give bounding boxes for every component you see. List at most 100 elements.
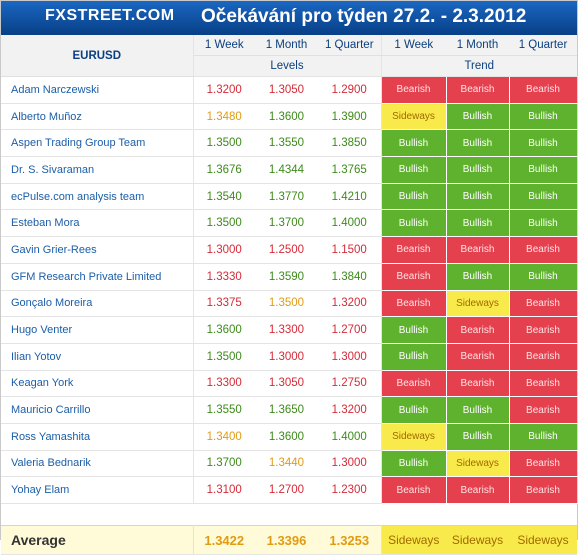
level-quarter: 1.2900: [318, 76, 382, 104]
level-week: 1.3550: [193, 396, 255, 424]
analyst-name[interactable]: Ross Yamashita: [1, 423, 194, 451]
analyst-name[interactable]: Mauricio Carrillo: [1, 396, 194, 424]
analyst-name[interactable]: Alberto Muñoz: [1, 103, 194, 131]
header-bar: FXSTREET.COM Očekávání pro týden 27.2. -…: [1, 1, 577, 35]
analyst-name[interactable]: Valeria Bednarik: [1, 450, 194, 478]
table-row: Ross Yamashita 1.3400 1.3600 1.4000 Sideways…: [1, 423, 578, 451]
analyst-name[interactable]: Aspen Trading Group Team: [1, 129, 194, 158]
col-trend-month: 1 Month: [446, 35, 509, 56]
trend-week: Sideways: [381, 103, 447, 131]
currency-pair-label: EURUSD: [1, 35, 194, 77]
level-week: 1.3000: [193, 236, 255, 264]
analyst-name[interactable]: GFM Research Private Limited: [1, 263, 194, 291]
trend-week: Bullish: [381, 156, 447, 184]
level-month: 1.2700: [255, 476, 318, 504]
level-week: 1.3300: [193, 370, 255, 398]
level-quarter: 1.2750: [318, 370, 382, 398]
level-month: 1.3300: [255, 316, 318, 344]
analyst-name[interactable]: Gonçalo Moreira: [1, 290, 194, 318]
analyst-name[interactable]: ecPulse.com analysis team: [1, 183, 194, 211]
analyst-name[interactable]: Keagan York: [1, 370, 194, 398]
level-quarter: 1.3900: [318, 103, 382, 131]
average-level-quarter: 1.3253: [318, 525, 382, 555]
level-quarter: 1.2300: [318, 476, 382, 504]
trend-quarter: Bullish: [509, 263, 578, 291]
trend-quarter: Bearish: [509, 290, 578, 318]
logo-text: FXSTREET.COM: [45, 7, 175, 24]
trend-quarter: Bullish: [509, 209, 578, 238]
table-row: Dr. S. Sivaraman 1.3676 1.4344 1.3765 Bullis…: [1, 156, 578, 184]
trend-quarter: Bearish: [509, 343, 578, 371]
trend-month: Bullish: [446, 396, 510, 424]
header-row-groups: Levels Trend: [1, 55, 577, 77]
level-month: 1.3050: [255, 76, 318, 104]
level-week: 1.3600: [193, 316, 255, 344]
trend-month: Bullish: [446, 423, 510, 451]
table-row: GFM Research Private Limited 1.3330 1.3590…: [1, 263, 578, 291]
trend-quarter: Bearish: [509, 236, 578, 264]
trend-week: Bearish: [381, 76, 447, 104]
level-quarter: 1.3200: [318, 396, 382, 424]
level-quarter: 1.3000: [318, 343, 382, 371]
trend-week: Bearish: [381, 263, 447, 291]
table-row: Hugo Venter 1.3600 1.3300 1.2700 Bullish Bear…: [1, 316, 578, 344]
trend-quarter: Bullish: [509, 103, 578, 131]
average-level-week: 1.3422: [193, 525, 255, 555]
analyst-name[interactable]: Esteban Mora: [1, 209, 194, 238]
header-row-periods: EURUSD 1 Week 1 Month 1 Quarter 1 Week 1…: [1, 35, 577, 77]
trend-month: Bearish: [446, 76, 510, 104]
analyst-name[interactable]: Ilian Yotov: [1, 343, 194, 371]
trend-week: Bullish: [381, 183, 447, 211]
fxstreet-logo: FXSTREET.COM: [45, 7, 175, 25]
level-quarter: 1.3000: [318, 450, 382, 478]
average-label: Average: [1, 525, 194, 555]
level-week: 1.3400: [193, 423, 255, 451]
trend-quarter: Bearish: [509, 370, 578, 398]
level-month: 1.3050: [255, 370, 318, 398]
level-quarter: 1.4210: [318, 183, 382, 211]
level-month: 1.3770: [255, 183, 318, 211]
level-quarter: 1.3840: [318, 263, 382, 291]
level-quarter: 1.4000: [318, 209, 382, 238]
average-level-month: 1.3396: [255, 525, 318, 555]
trend-month: Bullish: [446, 103, 510, 131]
trend-month: Bullish: [446, 263, 510, 291]
level-month: 1.3600: [255, 103, 318, 131]
levels-group-header: Levels: [193, 55, 382, 77]
level-quarter: 1.3850: [318, 129, 382, 158]
analyst-name[interactable]: Dr. S. Sivaraman: [1, 156, 194, 184]
trend-week: Bullish: [381, 396, 447, 424]
trend-week: Bearish: [381, 236, 447, 264]
table-row: Mauricio Carrillo 1.3550 1.3650 1.3200 Bulli…: [1, 396, 578, 424]
trend-quarter: Bullish: [509, 423, 578, 451]
trend-quarter: Bearish: [509, 76, 578, 104]
level-month: 1.4344: [255, 156, 318, 184]
trend-month: Bearish: [446, 476, 510, 504]
trend-week: Sideways: [381, 423, 447, 451]
spacer-cell: [1, 503, 577, 526]
level-month: 1.3590: [255, 263, 318, 291]
col-levels-week: 1 Week: [193, 35, 255, 56]
trend-quarter: Bullish: [509, 156, 578, 184]
analyst-name[interactable]: Yohay Elam: [1, 476, 194, 504]
trend-quarter: Bearish: [509, 450, 578, 478]
average-trend-month: Sideways: [446, 525, 509, 555]
table-row: ecPulse.com analysis team 1.3540 1.3770 1.4…: [1, 183, 578, 211]
col-levels-quarter: 1 Quarter: [318, 35, 382, 56]
trend-month: Sideways: [446, 290, 510, 318]
analyst-name[interactable]: Hugo Venter: [1, 316, 194, 344]
level-quarter: 1.3765: [318, 156, 382, 184]
table-row: Gonçalo Moreira 1.3375 1.3500 1.3200 Bearish…: [1, 290, 578, 318]
level-week: 1.3100: [193, 476, 255, 504]
trend-quarter: Bearish: [509, 396, 578, 424]
table-row: Ilian Yotov 1.3500 1.3000 1.3000 Bullish Bear…: [1, 343, 578, 371]
average-row: Average 1.3422 1.3396 1.3253 Sideways Sideway…: [1, 525, 577, 555]
level-month: 1.3650: [255, 396, 318, 424]
table-row: Gavin Grier-Rees 1.3000 1.2500 1.1500 Bearis…: [1, 236, 578, 264]
level-month: 1.3000: [255, 343, 318, 371]
analyst-name[interactable]: Adam Narczewski: [1, 76, 194, 104]
average-trend-week: Sideways: [381, 525, 446, 555]
table-row: Aspen Trading Group Team 1.3500 1.3550 1.38…: [1, 129, 578, 158]
analyst-name[interactable]: Gavin Grier-Rees: [1, 236, 194, 264]
